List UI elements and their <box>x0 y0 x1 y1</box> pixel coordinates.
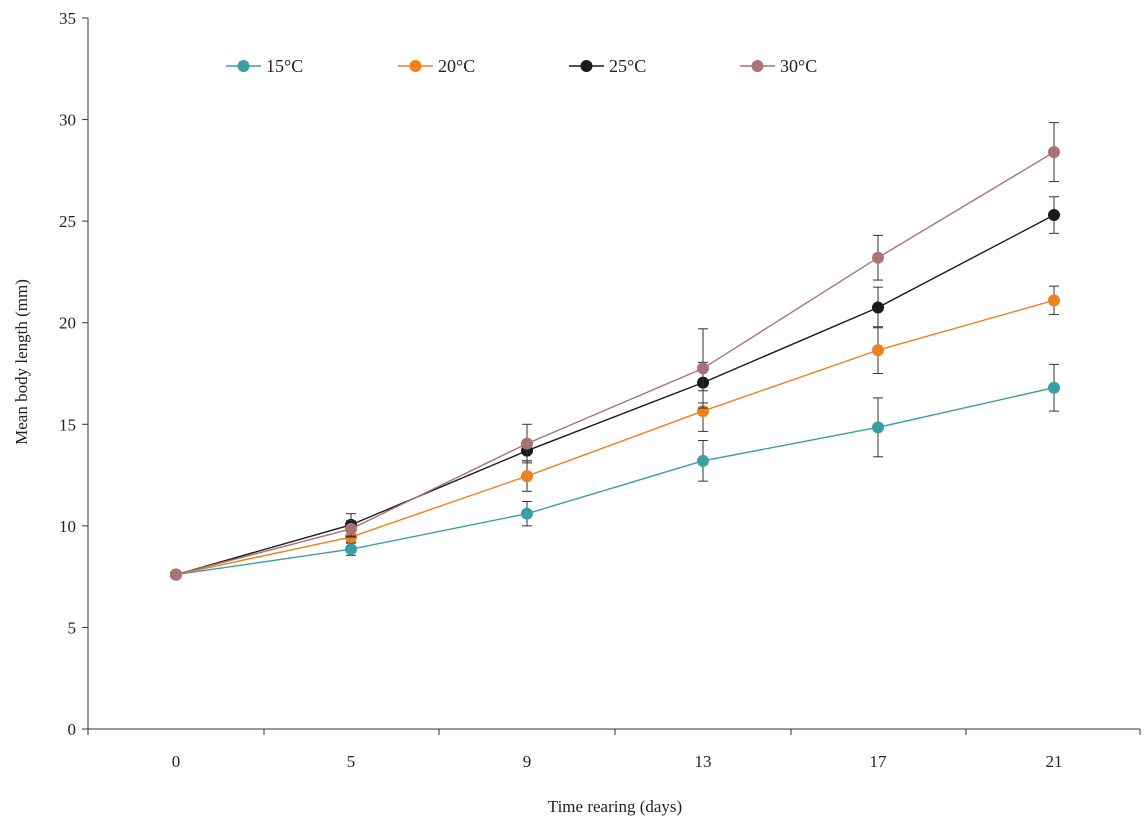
x-axis-label: Time rearing (days) <box>548 797 682 816</box>
y-tick-label: 20 <box>59 314 76 333</box>
data-point <box>872 421 884 434</box>
y-tick-label: 0 <box>68 720 77 739</box>
data-point <box>872 251 884 264</box>
series-line <box>175 387 1055 576</box>
legend-label: 25°C <box>609 56 646 76</box>
data-point <box>1048 146 1060 159</box>
legend-marker <box>237 60 250 72</box>
y-tick-label: 30 <box>59 111 76 130</box>
legend-marker <box>409 60 422 72</box>
x-tick-label: 0 <box>172 752 181 771</box>
series-1 <box>170 285 1060 581</box>
legend-item-1: 20°C <box>398 56 475 76</box>
legend-item-2: 25°C <box>569 56 646 76</box>
data-point <box>872 344 884 357</box>
series-3 <box>170 122 1060 581</box>
legend: 15°C 20°C 25°C 30°C <box>226 56 817 76</box>
data-point <box>521 470 533 483</box>
x-tick-label: 13 <box>695 752 712 771</box>
data-point <box>345 543 357 556</box>
legend-label: 20°C <box>438 56 475 76</box>
legend-item-0: 15°C <box>226 56 303 76</box>
data-point <box>521 437 533 450</box>
legend-label: 15°C <box>266 56 303 76</box>
data-point <box>170 568 182 581</box>
y-tick-label: 5 <box>68 618 77 637</box>
series-line <box>175 214 1055 576</box>
x-tick-label: 17 <box>870 752 888 771</box>
legend-label: 30°C <box>780 56 817 76</box>
y-tick-label: 35 <box>59 9 76 28</box>
legend-marker <box>580 60 593 72</box>
data-point <box>697 454 709 467</box>
series-line <box>175 151 1055 576</box>
y-tick-label: 10 <box>59 517 76 536</box>
y-tick-label: 25 <box>59 212 76 231</box>
axes: 0 5 10 15 20 25 30 35 0 5 9 13 17 21 <box>59 9 1141 771</box>
data-point <box>1048 209 1060 222</box>
data-point <box>1048 381 1060 394</box>
data-point <box>521 507 533 520</box>
data-point <box>697 362 709 375</box>
x-tick-label: 5 <box>347 752 356 771</box>
y-axis-label: Mean body length (mm) <box>12 279 31 445</box>
series-line <box>175 299 1055 576</box>
y-tick-label: 15 <box>59 415 76 434</box>
data-point <box>1048 294 1060 307</box>
series-0 <box>170 363 1060 581</box>
legend-marker <box>751 60 764 72</box>
series-2 <box>170 196 1060 581</box>
legend-item-3: 30°C <box>740 56 817 76</box>
x-tick-label: 21 <box>1046 752 1063 771</box>
series-layer <box>170 122 1060 581</box>
x-tick-label: 9 <box>523 752 532 771</box>
data-point <box>345 522 357 535</box>
data-point <box>872 301 884 314</box>
